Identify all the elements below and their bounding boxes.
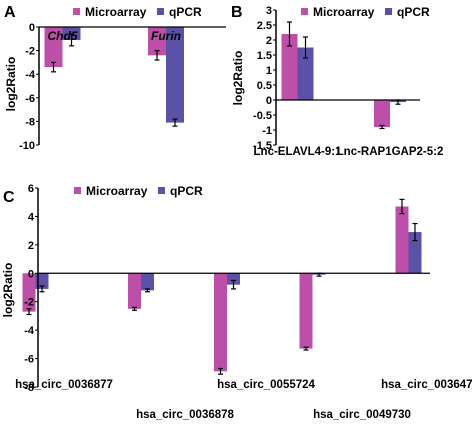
bar: [408, 232, 422, 274]
y-tick-label: 6: [28, 183, 34, 195]
y-tick-label: 0: [28, 268, 34, 280]
y-tick-label: 1: [266, 65, 272, 77]
category-label: hsa_circ_0036474: [381, 379, 472, 391]
y-tick-label: 0.5: [257, 80, 272, 92]
bar: [227, 273, 240, 285]
y-tick-label: 2: [266, 35, 272, 47]
y-tick-label: -2: [24, 297, 34, 309]
y-tick-label: 2.5: [257, 20, 272, 32]
category-label: Lnc-ELAVL4-9:1: [254, 146, 343, 158]
legend-label: Microarray: [86, 184, 148, 198]
legend-swatch: [74, 187, 81, 194]
legend-label: Microarray: [313, 5, 375, 19]
y-tick-label: -2: [25, 46, 35, 58]
legend-swatch: [158, 187, 165, 194]
legend-label: qPCR: [397, 5, 430, 19]
category-label: hsa_circ_0036878: [136, 409, 234, 421]
y-tick-label: -10: [19, 140, 35, 152]
bar: [44, 27, 63, 68]
y-tick-label: -4: [25, 69, 36, 81]
panel-label-b: B: [231, 4, 243, 21]
y-axis-label: log2Ratio: [4, 57, 18, 112]
bar: [374, 100, 390, 127]
category-label: Chd5: [48, 29, 78, 43]
y-tick-label: -1.5: [253, 140, 272, 152]
legend-swatch: [157, 8, 164, 15]
bar: [141, 273, 154, 291]
y-tick-label: 0: [266, 95, 272, 107]
y-tick-label: -1: [262, 125, 272, 137]
y-tick-label: -8: [24, 382, 34, 394]
y-tick-label: 2: [28, 240, 34, 252]
legend-label: qPCR: [169, 5, 202, 19]
category-label: hsa_circ_0036877: [15, 379, 113, 391]
category-label: Lnc-RAP1GAP2-5:2: [337, 146, 444, 158]
bar: [299, 273, 313, 349]
category-label: Furin: [151, 29, 181, 43]
bar: [148, 27, 166, 56]
y-axis-label: log2Ratio: [231, 51, 245, 106]
y-tick-label: 3: [266, 5, 272, 17]
bar: [281, 34, 298, 100]
legend-swatch: [385, 8, 392, 15]
category-label: hsa_circ_0055724: [217, 379, 315, 391]
chart-panel-a: Microarray qPCR Chd5 Furin 0 -2 -4 -6 -8 -10 log2R…: [4, 5, 226, 152]
panel-label-c: C: [3, 189, 15, 206]
bar: [128, 273, 141, 309]
bar: [214, 273, 227, 372]
y-tick-label: -0.5: [253, 110, 272, 122]
panel-label-a: A: [4, 4, 16, 21]
legend-label: qPCR: [170, 184, 203, 198]
y-tick-label: -8: [25, 116, 35, 128]
legend-swatch: [73, 8, 80, 15]
y-tick-label: 0: [29, 22, 35, 34]
bar: [166, 27, 184, 123]
chart-panel-b: Microarray qPCR Lnc-ELAVL4-9:1Lnc-RAP1GAP2…: [231, 5, 443, 158]
bar: [297, 47, 314, 100]
y-tick-label: -6: [25, 93, 35, 105]
y-tick-label: -4: [24, 325, 35, 337]
legend-label: Microarray: [85, 5, 147, 19]
chart-panel-c: Microarray qPCR hsa_circ_0036877 hsa_circ_0…: [1, 183, 472, 421]
bar: [22, 273, 36, 312]
y-tick-label: -6: [24, 354, 34, 366]
y-tick-label: 4: [28, 211, 35, 223]
y-tick-label: 1.5: [257, 50, 272, 62]
legend-swatch: [301, 8, 308, 15]
y-axis-label: log2Ratio: [1, 263, 15, 318]
category-label: hsa_circ_0049730: [313, 409, 411, 421]
bar: [395, 206, 409, 274]
